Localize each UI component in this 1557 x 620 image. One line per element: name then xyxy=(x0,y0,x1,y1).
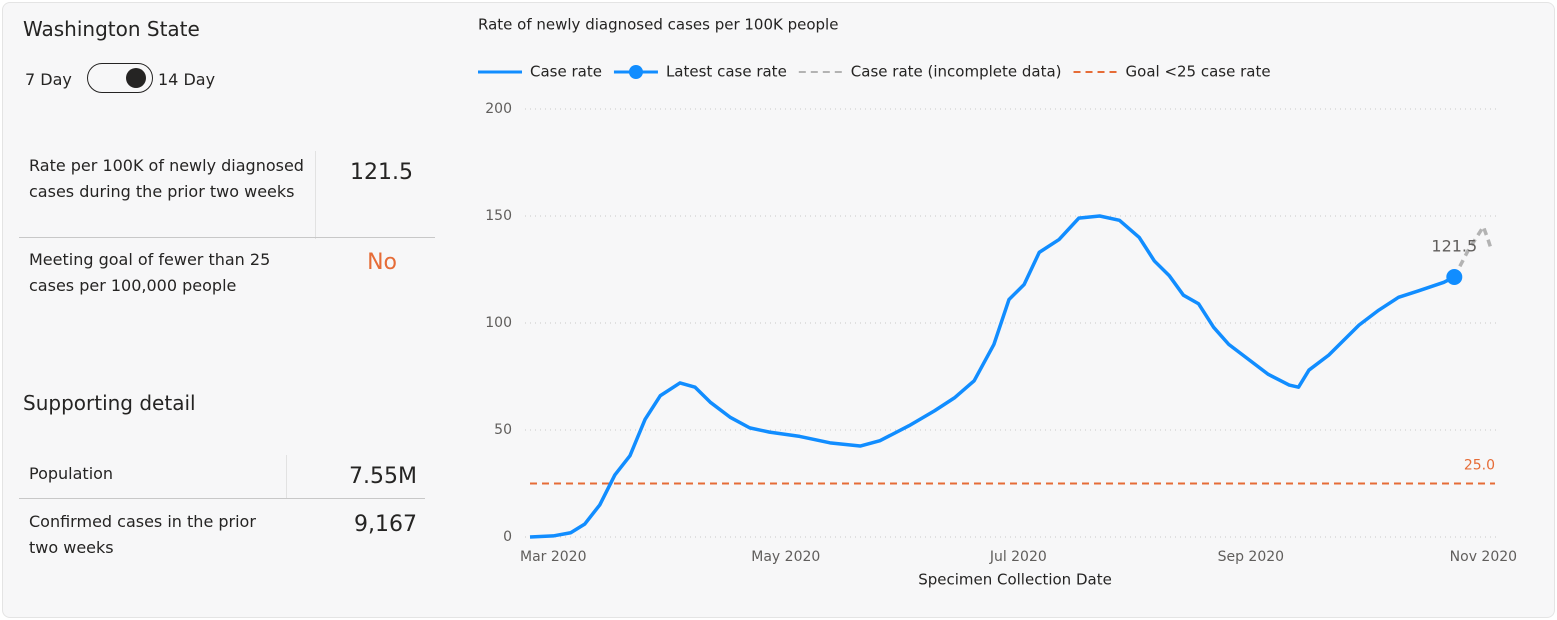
x-tick-label: Sep 2020 xyxy=(1218,549,1284,565)
y-tick-label: 200 xyxy=(485,101,512,117)
data-label: 121.5 xyxy=(1431,236,1477,255)
y-tick-label: 50 xyxy=(494,422,512,438)
section-title: Supporting detail xyxy=(23,391,196,415)
y-tick-label: 150 xyxy=(485,208,512,224)
divider xyxy=(315,151,316,239)
metric-value: 121.5 xyxy=(350,160,413,185)
y-tick-label: 0 xyxy=(503,529,512,545)
detail-value: 7.55M xyxy=(349,464,417,489)
legend-label: Case rate (incomplete data) xyxy=(851,63,1062,81)
divider xyxy=(19,498,425,499)
x-axis-label: Specimen Collection Date xyxy=(918,571,1112,589)
legend-key-marker xyxy=(628,65,643,79)
panel-title: Washington State xyxy=(23,17,200,41)
legend-label: Case rate xyxy=(530,63,602,81)
x-tick-label: Mar 2020 xyxy=(520,549,587,565)
goal-label: 25.0 xyxy=(1464,458,1495,474)
x-tick-label: Nov 2020 xyxy=(1450,549,1517,565)
detail-label: Population xyxy=(29,464,114,483)
toggle-knob xyxy=(126,68,146,88)
metric-value: No xyxy=(367,250,397,275)
toggle-switch[interactable] xyxy=(87,63,153,93)
detail-value: 9,167 xyxy=(354,512,417,537)
legend-label: Latest case rate xyxy=(666,63,787,81)
y-tick-label: 100 xyxy=(485,315,512,331)
x-tick-label: Jul 2020 xyxy=(989,549,1047,565)
series-line xyxy=(1452,224,1494,278)
detail-label: Confirmed cases in the prior two weeks xyxy=(29,512,256,557)
x-tick-label: May 2020 xyxy=(751,549,820,565)
toggle-right-label: 14 Day xyxy=(158,70,216,89)
metric-label: Meeting goal of fewer than 25 cases per … xyxy=(29,250,271,295)
legend-label: Goal <25 case rate xyxy=(1126,63,1271,81)
chart-title: Rate of newly diagnosed cases per 100K p… xyxy=(478,16,838,34)
metric-label: Rate per 100K of newly diagnosed cases d… xyxy=(29,156,304,201)
divider xyxy=(19,237,435,238)
series-line xyxy=(529,214,1456,539)
latest-point xyxy=(1446,268,1463,285)
toggle-left-label: 7 Day xyxy=(25,70,72,89)
divider xyxy=(286,455,287,499)
